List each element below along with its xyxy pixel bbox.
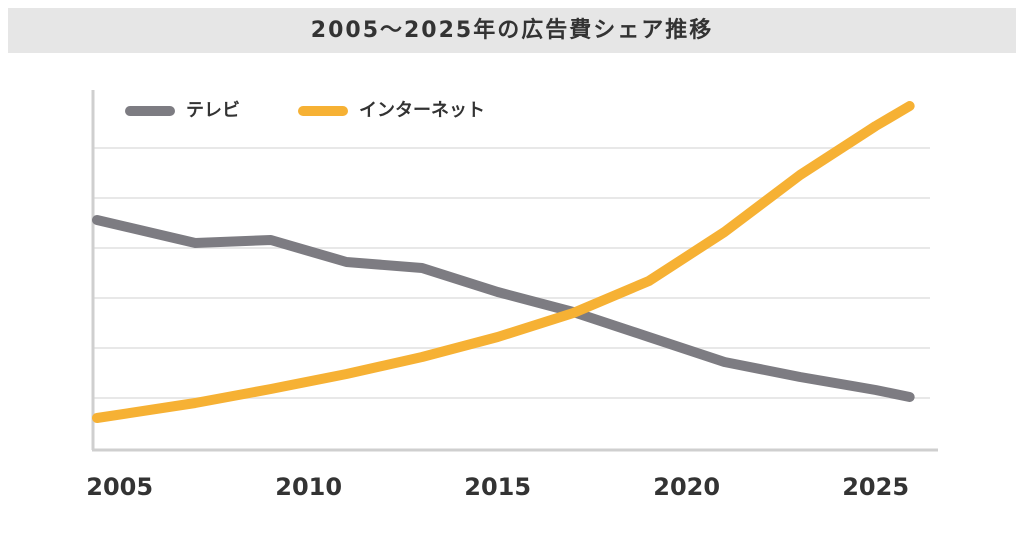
x-tick-label: 2020 [653, 473, 720, 501]
legend-label: テレビ [186, 100, 240, 121]
legend-label: インターネット [359, 100, 485, 121]
x-tick-label: 2015 [464, 473, 531, 501]
x-tick-label: 2010 [275, 473, 342, 501]
series-line [92, 215, 915, 402]
chart-title: 2005〜2025年の広告費シェア推移 [311, 17, 713, 43]
x-tick-label: 2025 [842, 473, 909, 501]
x-tick-label: 2005 [86, 473, 153, 501]
series-line [92, 101, 915, 423]
title-bar [8, 8, 1016, 53]
grid [93, 147, 930, 399]
